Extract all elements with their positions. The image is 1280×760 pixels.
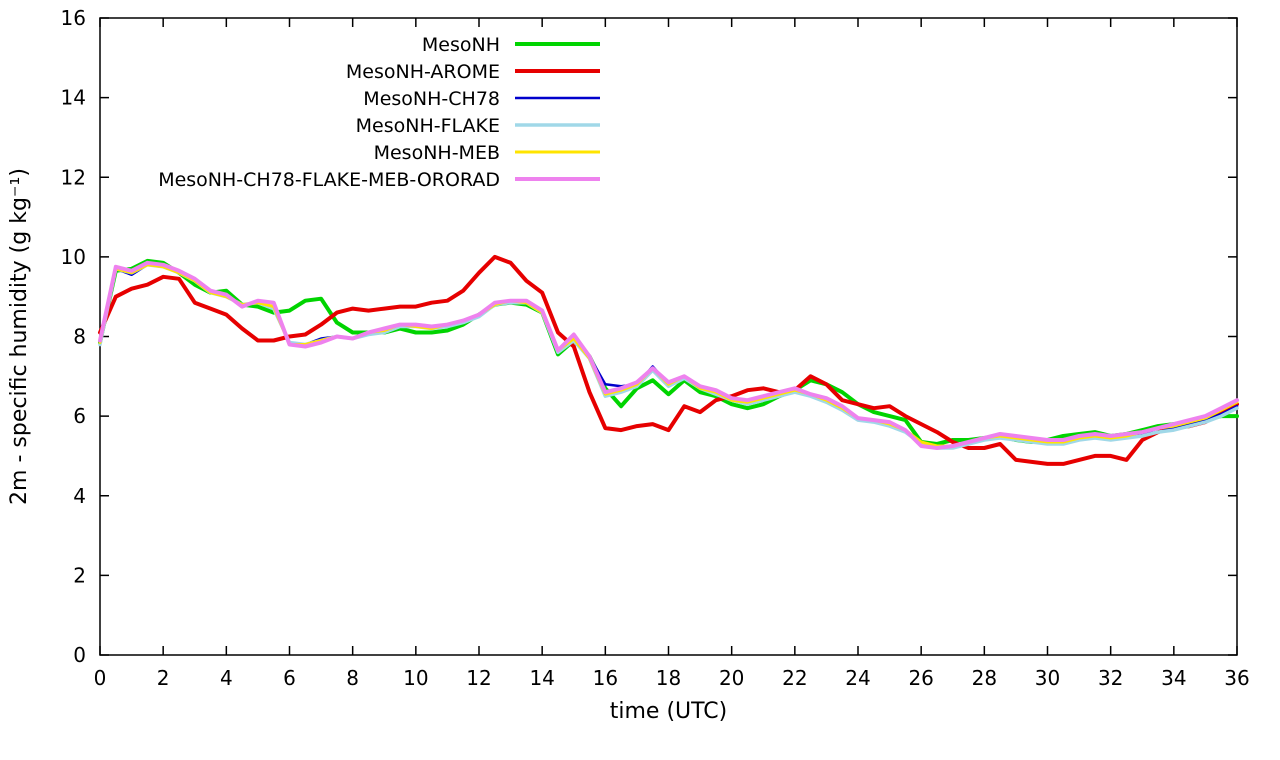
legend-label: MesoNH-CH78-FLAKE-MEB-ORORAD — [158, 169, 500, 191]
y-tick-label: 4 — [73, 484, 86, 508]
x-tick-label: 0 — [94, 666, 107, 690]
x-tick-label: 32 — [1098, 666, 1123, 690]
legend: MesoNH MesoNH-AROME MesoNH-CH78 MesoNH-FLAK… — [158, 34, 600, 191]
x-tick-label: 28 — [972, 666, 997, 690]
y-tick-label: 12 — [61, 165, 86, 189]
series-line-MesoNH-AROME — [98, 254, 1239, 466]
legend-item-MesoNH-CH78-FLAKE-MEB-ORORAD: MesoNH-CH78-FLAKE-MEB-ORORAD — [158, 169, 600, 191]
x-tick-label: 14 — [529, 666, 554, 690]
x-tick-label: 20 — [719, 666, 744, 690]
x-tick-label: 30 — [1035, 666, 1060, 690]
y-tick-label: 14 — [61, 86, 86, 110]
y-tick-label: 8 — [73, 325, 86, 349]
legend-label: MesoNH-CH78 — [363, 88, 500, 110]
y-tick-label: 0 — [73, 643, 86, 667]
x-tick-label: 26 — [908, 666, 933, 690]
x-tick-label: 6 — [283, 666, 296, 690]
y-tick-label: 2 — [73, 563, 86, 587]
y-axis-label: 2m - specific humidity (g kg⁻¹) — [7, 168, 32, 505]
x-tick-label: 18 — [656, 666, 681, 690]
series-line-MesoNH-CH78-FLAKE-MEB-ORORAD — [98, 260, 1239, 450]
y-tick-label: 10 — [61, 245, 86, 269]
x-tick-label: 36 — [1224, 666, 1249, 690]
x-tick-label: 10 — [403, 666, 428, 690]
legend-item-MesoNH-CH78: MesoNH-CH78 — [363, 88, 600, 110]
y-axis: 0 2 4 6 8 10 12 14 16 — [61, 6, 1237, 667]
x-tick-label: 16 — [593, 666, 618, 690]
legend-item-MesoNH-AROME: MesoNH-AROME — [346, 61, 600, 83]
y-tick-label: 6 — [73, 404, 86, 428]
y-tick-label: 16 — [61, 6, 86, 30]
legend-label: MesoNH-AROME — [346, 61, 500, 83]
legend-item-MesoNH: MesoNH — [422, 34, 600, 56]
legend-label: MesoNH — [422, 34, 500, 56]
x-tick-label: 22 — [782, 666, 807, 690]
legend-label: MesoNH-FLAKE — [356, 115, 500, 137]
x-tick-label: 24 — [845, 666, 870, 690]
legend-label: MesoNH-MEB — [374, 142, 500, 164]
x-axis: 0 2 4 6 8 10 12 14 16 18 20 22 24 26 28 30 32 34 36 — [94, 18, 1250, 690]
x-tick-label: 12 — [466, 666, 491, 690]
legend-item-MesoNH-FLAKE: MesoNH-FLAKE — [356, 115, 600, 137]
x-tick-label: 8 — [346, 666, 359, 690]
x-tick-label: 4 — [220, 666, 233, 690]
x-tick-label: 2 — [157, 666, 170, 690]
x-axis-label: time (UTC) — [610, 699, 727, 724]
x-tick-label: 34 — [1161, 666, 1186, 690]
legend-item-MesoNH-MEB: MesoNH-MEB — [374, 142, 600, 164]
